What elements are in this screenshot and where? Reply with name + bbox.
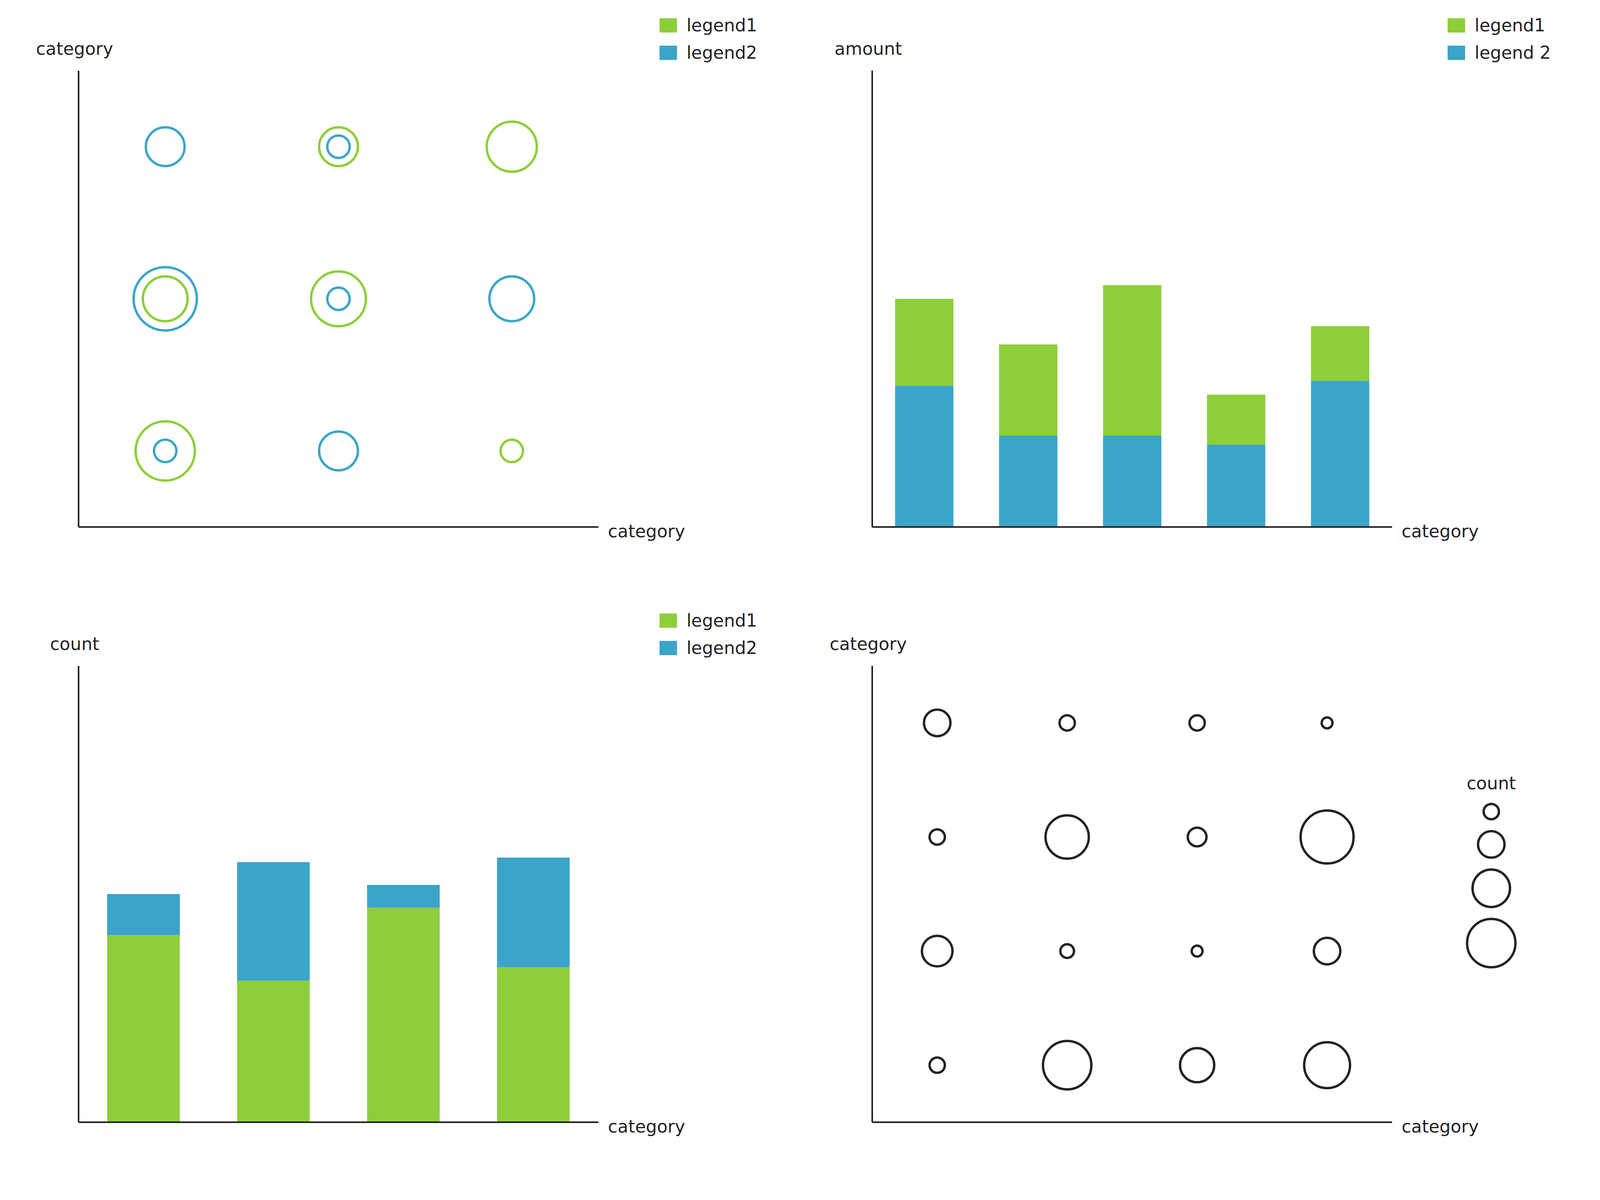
svg-text:amount: amount <box>834 38 902 59</box>
html-text:legend2: legend2 <box>686 637 758 658</box>
svg-text:count: count <box>50 633 100 654</box>
svg-text:category: category <box>36 38 114 59</box>
svg-text:category: category <box>829 633 907 654</box>
html-text:legend1: legend1 <box>686 610 758 631</box>
html-text:count: count <box>1466 773 1516 794</box>
svg-text:category: category <box>607 521 685 542</box>
html-text:legend2: legend2 <box>686 42 758 63</box>
svg-text:category: category <box>1401 521 1479 542</box>
html-text:legend 2: legend 2 <box>1474 42 1551 63</box>
html-text:legend1: legend1 <box>1474 15 1546 36</box>
svg-text:category: category <box>1401 1116 1479 1137</box>
svg-text:category: category <box>607 1116 685 1137</box>
html-text:legend1: legend1 <box>686 15 758 36</box>
